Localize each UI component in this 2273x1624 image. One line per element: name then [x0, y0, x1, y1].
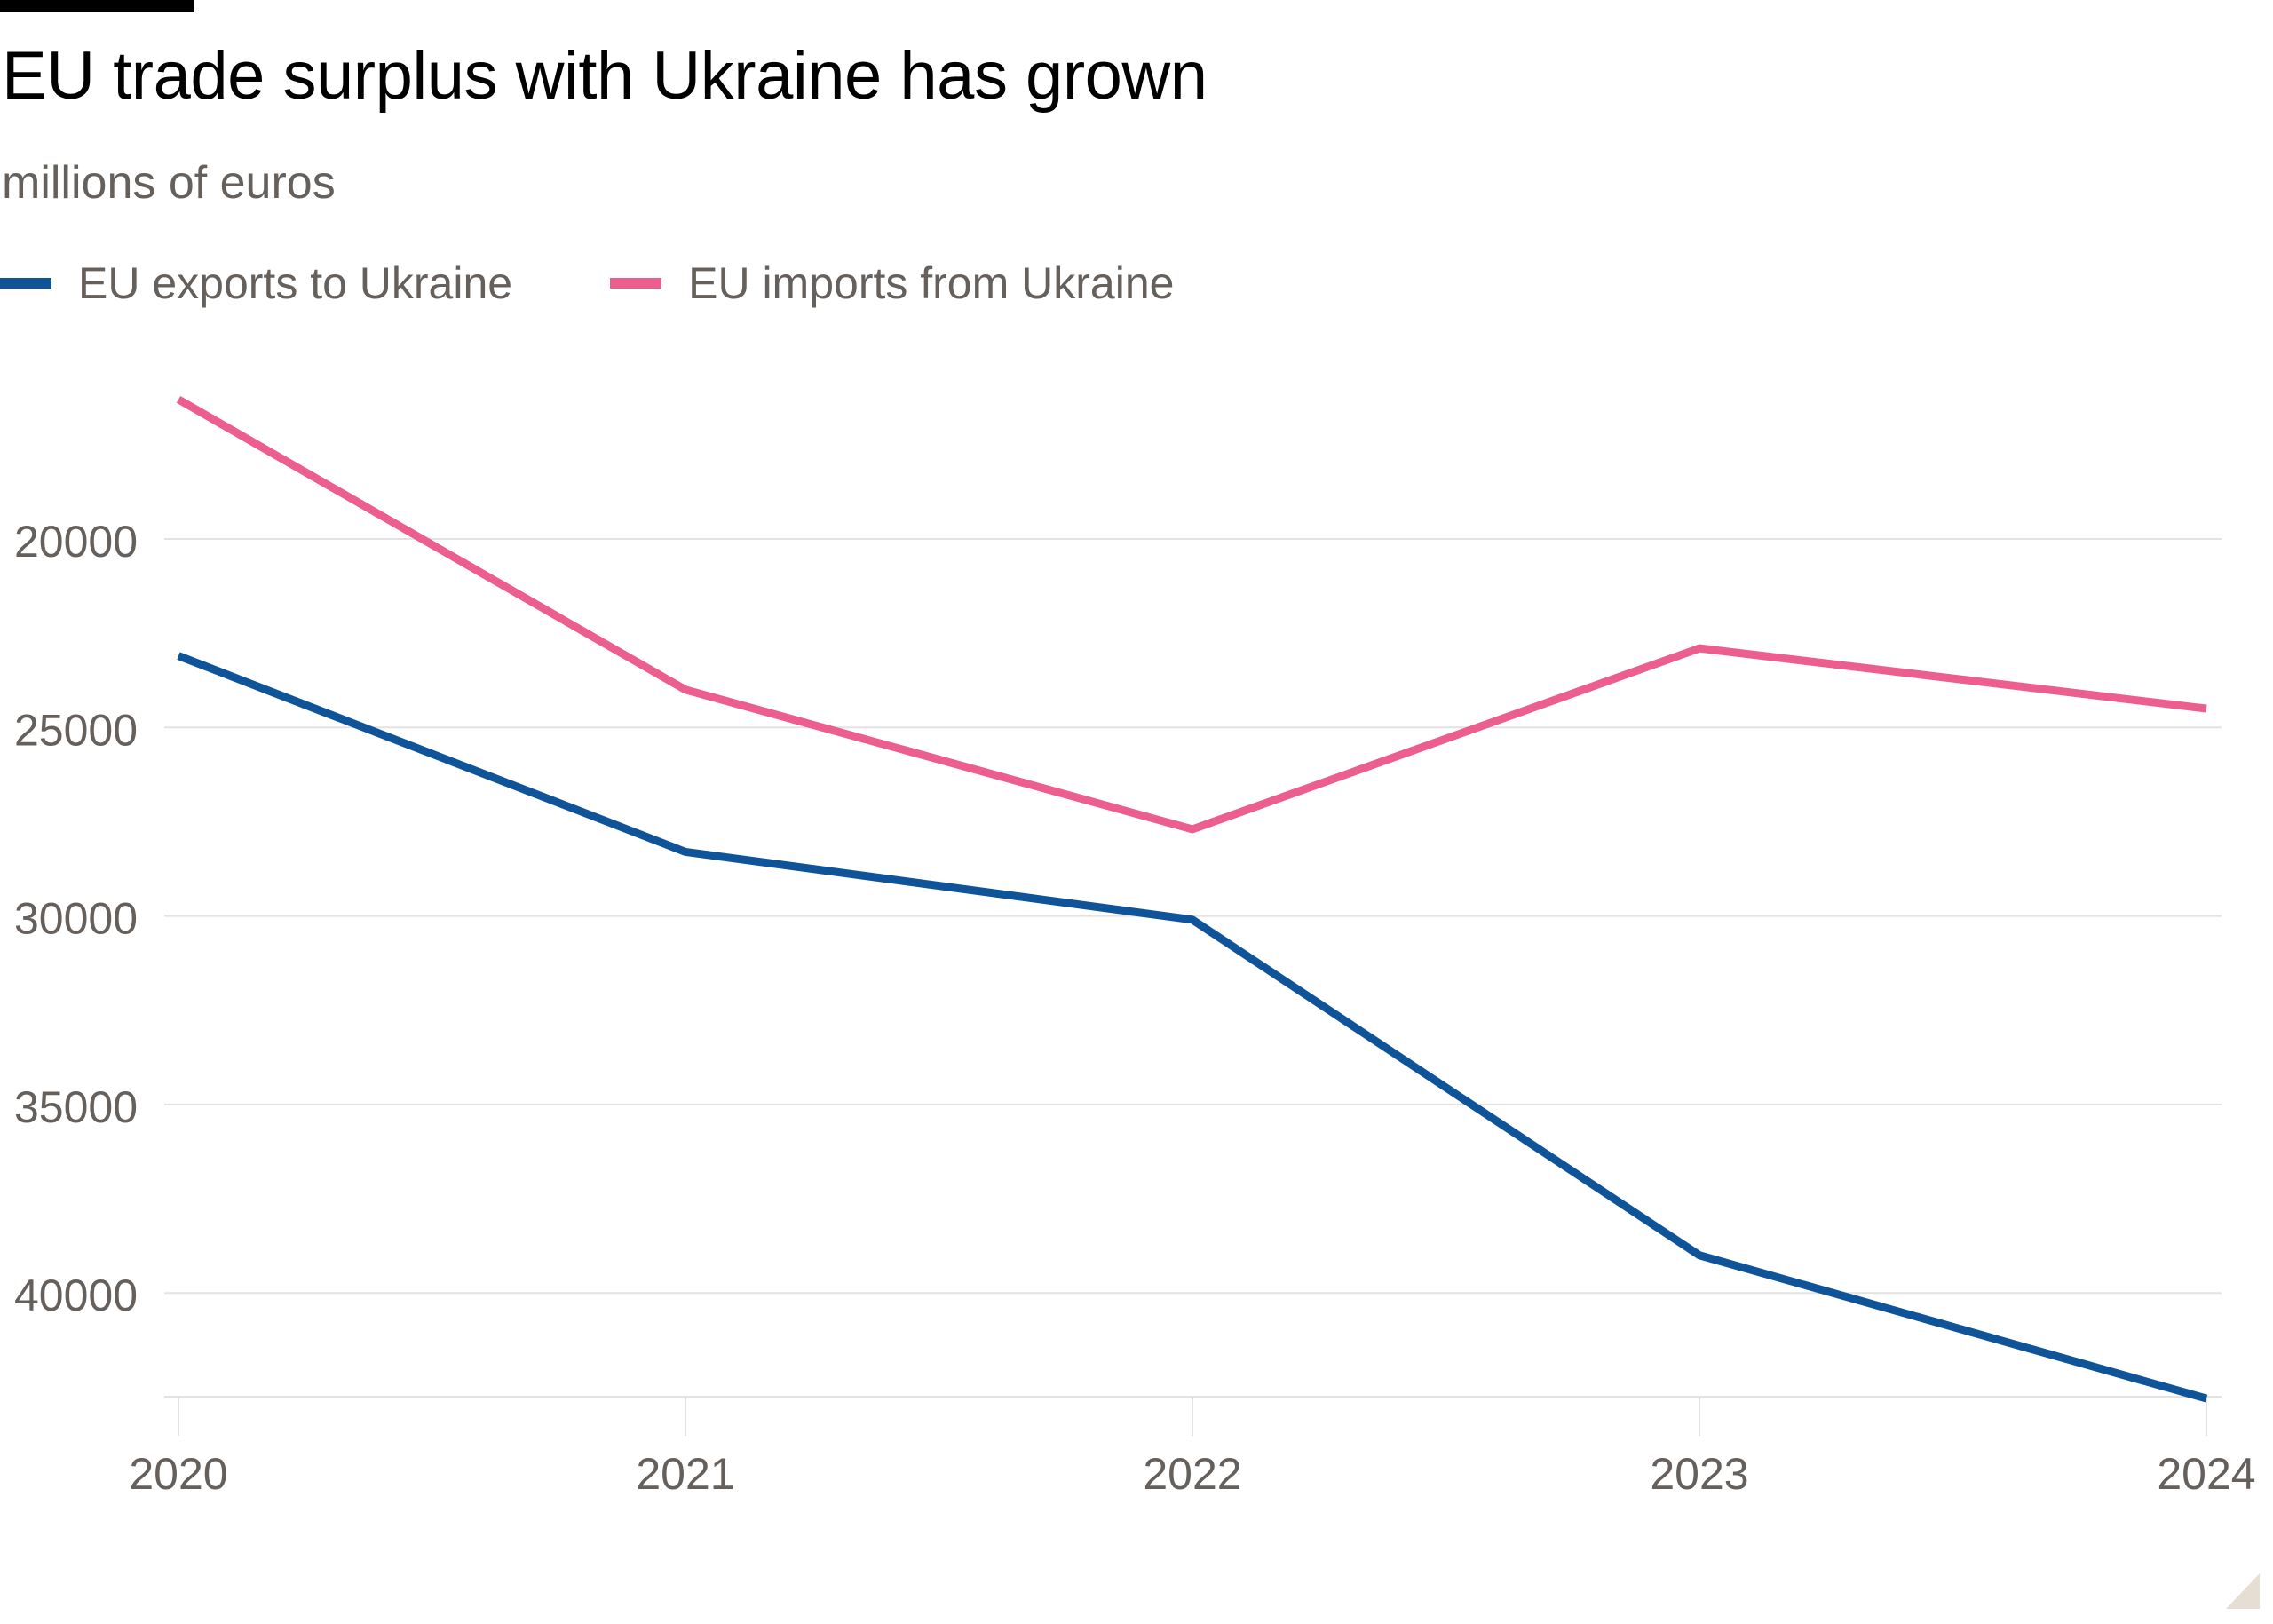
y-tick-label: 20000 [14, 517, 138, 566]
x-tick-label: 2022 [1143, 1449, 1241, 1499]
x-tick-label: 2020 [129, 1449, 227, 1499]
y-tick-label: 30000 [14, 894, 138, 944]
x-tick-label: 2021 [636, 1449, 734, 1499]
x-tick-label: 2023 [1650, 1449, 1748, 1499]
series-line-imports [176, 395, 2207, 834]
y-tick-label: 35000 [14, 1082, 138, 1132]
y-tick-label: 40000 [14, 1271, 138, 1320]
x-tick-label: 2024 [2157, 1449, 2255, 1499]
legend-swatch-exports [0, 278, 51, 289]
legend-item-imports: EU imports from Ukraine [610, 257, 1174, 309]
legend-item-exports: EU exports to Ukraine [0, 257, 512, 309]
legend: EU exports to Ukraine EU imports from Uk… [0, 257, 1271, 309]
brand-bar [0, 0, 194, 12]
legend-swatch-imports [610, 278, 662, 289]
series-line-exports [177, 652, 2208, 1403]
y-tick-label: 25000 [14, 705, 138, 755]
chart-title: EU trade surplus with Ukraine has grown [2, 38, 1208, 114]
corner-triangle [2226, 1573, 2260, 1609]
chart-subtitle: millions of euros [2, 157, 336, 209]
legend-label-imports: EU imports from Ukraine [688, 258, 1175, 308]
legend-label-exports: EU exports to Ukraine [78, 258, 513, 308]
